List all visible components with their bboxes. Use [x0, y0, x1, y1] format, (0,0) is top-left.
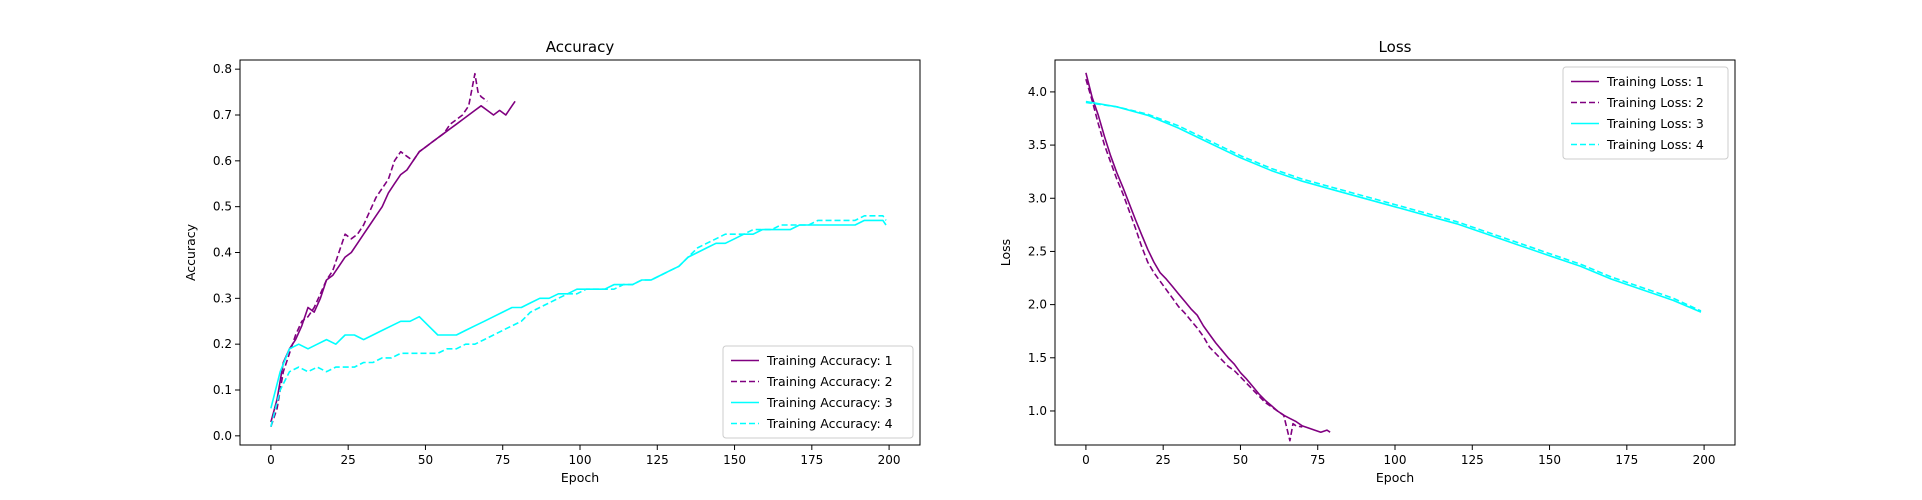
accuracy-y-tick-label: 0.5 — [213, 200, 232, 214]
loss-chart-title: Loss — [1379, 38, 1412, 56]
accuracy-y-tick-label: 0.3 — [213, 291, 232, 305]
accuracy-y-tick-label: 0.6 — [213, 154, 232, 168]
accuracy-x-tick-label: 125 — [646, 453, 669, 467]
accuracy-y-tick-label: 0.2 — [213, 337, 232, 351]
loss-x-tick-label: 25 — [1156, 453, 1171, 467]
loss-x-tick-label: 150 — [1538, 453, 1561, 467]
loss-x-tick-label: 200 — [1693, 453, 1716, 467]
loss-x-tick-label: 175 — [1615, 453, 1638, 467]
accuracy-series-line-1 — [270, 100, 516, 423]
loss-series-line-2 — [1085, 78, 1303, 442]
accuracy-x-tick-label: 75 — [495, 453, 510, 467]
accuracy-x-tick-label: 175 — [800, 453, 823, 467]
accuracy-x-tick-label: 100 — [569, 453, 592, 467]
loss-legend-label-3: Training Loss: 3 — [1606, 116, 1704, 131]
accuracy-y-tick-label: 0.7 — [213, 108, 232, 122]
accuracy-legend: Training Accuracy: 1 Training Accuracy: 2… — [722, 345, 914, 439]
loss-legend: Training Loss: 1 Training Loss: 2 Training… — [1562, 66, 1729, 160]
loss-y-tick-label: 3.0 — [1028, 191, 1047, 205]
loss-y-axis-label: Loss — [998, 239, 1013, 266]
accuracy-legend-label-3: Training Accuracy: 3 — [766, 395, 893, 410]
accuracy-legend-label-2: Training Accuracy: 2 — [766, 374, 893, 389]
accuracy-chart-title: Accuracy — [546, 38, 615, 56]
accuracy-x-tick-label: 150 — [723, 453, 746, 467]
accuracy-x-tick-label: 25 — [341, 453, 356, 467]
loss-y-tick-label: 1.0 — [1028, 404, 1047, 418]
loss-x-tick-label: 75 — [1310, 453, 1325, 467]
loss-series-line-1 — [1085, 72, 1331, 433]
loss-legend-box — [1562, 66, 1729, 160]
loss-y-tick-label: 2.5 — [1028, 244, 1047, 258]
accuracy-x-tick-label: 200 — [878, 453, 901, 467]
accuracy-x-tick-label: 0 — [267, 453, 275, 467]
accuracy-legend-label-4: Training Accuracy: 4 — [766, 416, 893, 431]
loss-chart: Loss 0 25 50 75 100 125 150 175 200 1.0 1.5 2.0 2.5 3.… — [998, 38, 1736, 485]
accuracy-y-tick-label: 0.0 — [213, 429, 232, 443]
accuracy-y-tick-label: 0.1 — [213, 383, 232, 397]
loss-x-tick-label: 0 — [1082, 453, 1090, 467]
loss-series-line-4 — [1085, 101, 1702, 312]
loss-y-tick-label: 1.5 — [1028, 351, 1047, 365]
accuracy-y-tick-label: 0.8 — [213, 62, 232, 76]
accuracy-chart: Accuracy 0 25 50 75 100 125 150 175 200 0.0 0.1 0.2 0… — [183, 38, 921, 485]
accuracy-x-tick-label: 50 — [418, 453, 433, 467]
accuracy-y-tick-label: 0.4 — [213, 246, 232, 260]
loss-series-group — [1085, 72, 1702, 442]
loss-legend-label-4: Training Loss: 4 — [1606, 137, 1704, 152]
accuracy-series-line-2 — [270, 72, 488, 427]
accuracy-legend-box — [722, 345, 914, 439]
loss-x-tick-label: 100 — [1384, 453, 1407, 467]
accuracy-y-axis-label: Accuracy — [183, 223, 198, 281]
loss-y-tick-label: 4.0 — [1028, 85, 1047, 99]
accuracy-x-axis-label: Epoch — [561, 470, 599, 485]
loss-legend-label-2: Training Loss: 2 — [1606, 95, 1704, 110]
loss-y-tick-label: 2.0 — [1028, 298, 1047, 312]
accuracy-series-group — [270, 72, 887, 427]
accuracy-legend-label-1: Training Accuracy: 1 — [766, 353, 893, 368]
loss-x-tick-label: 50 — [1233, 453, 1248, 467]
loss-series-line-3 — [1085, 100, 1702, 313]
loss-legend-label-1: Training Loss: 1 — [1606, 74, 1704, 89]
loss-y-tick-label: 3.5 — [1028, 138, 1047, 152]
accuracy-series-line-3 — [270, 219, 887, 409]
loss-x-axis-label: Epoch — [1376, 470, 1414, 485]
loss-x-tick-label: 125 — [1461, 453, 1484, 467]
